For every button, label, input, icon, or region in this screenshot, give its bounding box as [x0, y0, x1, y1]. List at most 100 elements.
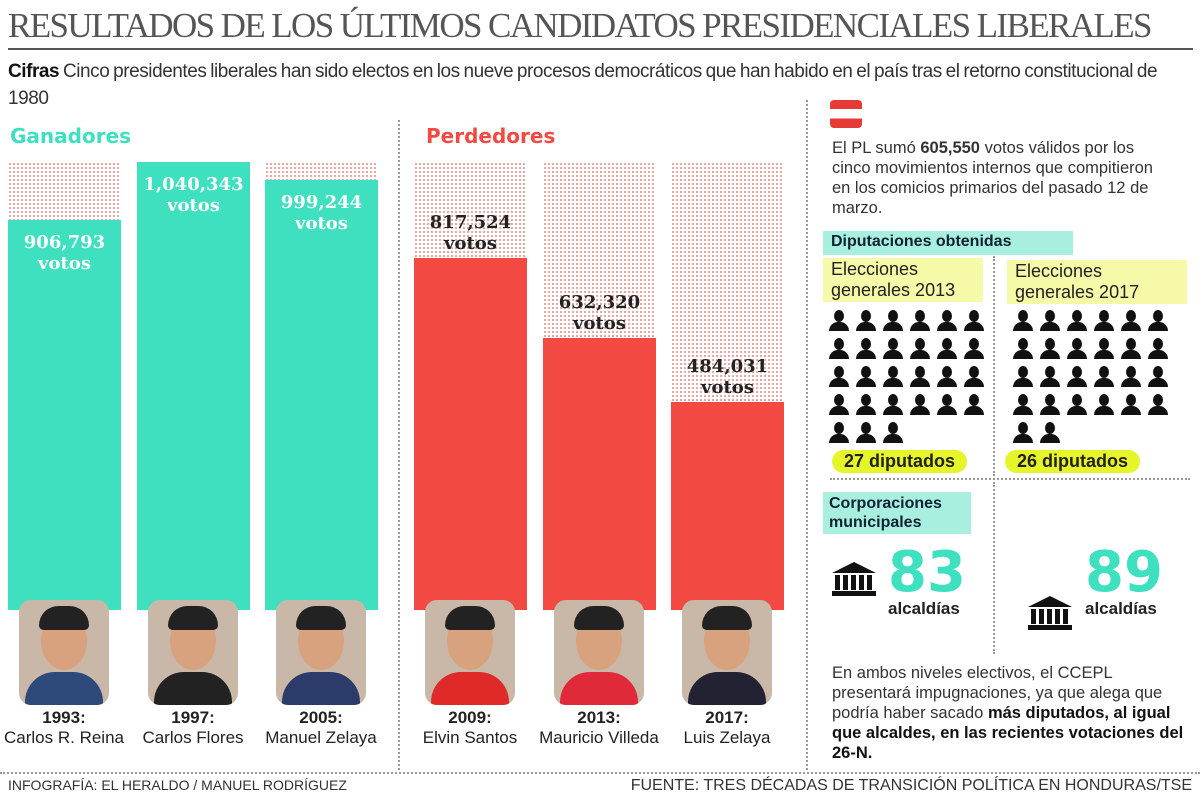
alcaldias-2013-count: 83 [888, 540, 966, 605]
candidate-name: Mauricio Villeda [539, 728, 659, 747]
alcaldias-2017-count: 89 [1085, 540, 1163, 605]
deputy-person-icon [1093, 338, 1115, 360]
deputy-person-icon [1039, 338, 1061, 360]
bar-value-label: 817,524 votos [414, 212, 527, 254]
bar [671, 402, 784, 610]
candidate-year: 2009: [448, 708, 492, 727]
bar-column: 484,031 votos [671, 162, 784, 610]
candidate-year: 2017: [705, 708, 749, 727]
deputy-person-icon [828, 366, 850, 388]
election-2013-label: Elecciones generales 2013 [823, 258, 983, 302]
deputy-person-icon [882, 338, 904, 360]
deputy-person-icon [909, 366, 931, 388]
deputy-person-icon [936, 366, 958, 388]
deputy-person-icon [828, 310, 850, 332]
bar-value-label: 999,244 votos [265, 192, 378, 234]
candidate-name: Elvin Santos [422, 728, 518, 747]
bar-unit: votos [295, 213, 348, 234]
bar-column: 817,524 votos [414, 162, 527, 610]
deputy-person-icon [1012, 338, 1034, 360]
alcaldias-2013-word: alcaldías [888, 599, 960, 618]
deputy-person-icon [1120, 338, 1142, 360]
deputy-person-icon [963, 394, 985, 416]
candidate-year: 2013: [577, 708, 621, 727]
bar-value: 484,031 [686, 356, 769, 377]
deputy-person-icon [909, 310, 931, 332]
deputy-person-icon [936, 394, 958, 416]
deputy-person-icon [855, 310, 877, 332]
deputy-person-icon [1093, 366, 1115, 388]
group-divider [398, 120, 400, 770]
bar-unit: votos [701, 377, 754, 398]
candidate-caption: 2005: Manuel Zelaya [261, 708, 381, 748]
deputy-person-icon [1039, 366, 1061, 388]
deputy-person-icon [963, 338, 985, 360]
deputy-person-icon [1012, 394, 1034, 416]
bar-unit: votos [444, 233, 497, 254]
bar-column: 1,040,343 votos [137, 162, 250, 610]
deputy-person-icon [909, 338, 931, 360]
deputy-person-icon [1120, 310, 1142, 332]
bar [137, 162, 250, 610]
city-hall-icon [1028, 596, 1072, 630]
deputy-person-icon [855, 422, 877, 444]
deputy-person-icon [828, 338, 850, 360]
deputy-person-icon [882, 394, 904, 416]
pl-votes: 605,550 [920, 139, 980, 157]
candidate-caption: 1997: Carlos Flores [133, 708, 253, 748]
deputy-person-icon [882, 310, 904, 332]
deputies-2013-icons [828, 310, 990, 444]
deputy-person-icon [855, 366, 877, 388]
deputy-person-icon [1093, 394, 1115, 416]
deputy-person-icon [963, 310, 985, 332]
title-divider [8, 48, 1193, 50]
candidate-name: Manuel Zelaya [265, 728, 377, 747]
deputy-person-icon [963, 366, 985, 388]
deputy-person-icon [1066, 394, 1088, 416]
deputy-person-icon [882, 366, 904, 388]
bar-value-label: 632,320 votos [543, 292, 656, 334]
alcaldias-2017-word: alcaldías [1085, 599, 1157, 618]
deputy-person-icon [1120, 366, 1142, 388]
deputy-person-icon [1147, 394, 1169, 416]
bar-unit: votos [573, 313, 626, 334]
deputy-person-icon [1147, 310, 1169, 332]
candidate-photo [19, 600, 109, 705]
bar-unit: votos [167, 195, 220, 216]
deputy-person-icon [1012, 310, 1034, 332]
candidate-photo [276, 600, 366, 705]
deputy-person-icon [1147, 338, 1169, 360]
bar-value: 999,244 [280, 192, 363, 213]
deputy-person-icon [1012, 422, 1034, 444]
candidate-caption: 2009: Elvin Santos [410, 708, 530, 748]
intro-text: Cifras Cinco presidentes liberales han s… [8, 58, 1198, 112]
bar-value-label: 906,793 votos [8, 232, 121, 274]
deputy-person-icon [1093, 310, 1115, 332]
candidate-name: Carlos Flores [142, 728, 244, 747]
footer-source: FUENTE: TRES DÉCADAS DE TRANSICIÓN POLÍT… [630, 777, 1192, 794]
side-divider [806, 100, 808, 770]
deputy-person-icon [855, 338, 877, 360]
pl-votes-text: El PL sumó 605,550 votos válidos por los… [832, 138, 1162, 218]
candidate-caption: 2013: Mauricio Villeda [539, 708, 659, 748]
page-title: RESULTADOS DE LOS ÚLTIMOS CANDIDATOS PRE… [8, 6, 1152, 45]
corporaciones-label: Corporaciones municipales [823, 492, 971, 534]
candidate-caption: 2017: Luis Zelaya [667, 708, 787, 748]
bar [8, 220, 121, 610]
ccepl-note: En ambos niveles electivos, el CCEPL pre… [832, 663, 1194, 763]
bar-value-label: 484,031 votos [671, 356, 784, 398]
candidate-name: Luis Zelaya [683, 728, 771, 747]
candidate-photo [425, 600, 515, 705]
intro-lead: Cifras [8, 61, 60, 82]
deputy-person-icon [1066, 338, 1088, 360]
candidate-photo [148, 600, 238, 705]
deputies-2013-badge: 27 diputados [832, 450, 968, 473]
candidate-year: 2005: [299, 708, 343, 727]
city-hall-icon [832, 562, 876, 596]
bar-column: 906,793 votos [8, 162, 121, 610]
elections-divider [993, 256, 995, 476]
deputy-person-icon [936, 338, 958, 360]
note-b: más diputados, al igual que alcaldes, en… [832, 704, 1184, 762]
note-a: En ambos niveles electivos, el CCEPL pre… [832, 664, 1163, 722]
bar-value-label: 1,040,343 votos [137, 174, 250, 216]
